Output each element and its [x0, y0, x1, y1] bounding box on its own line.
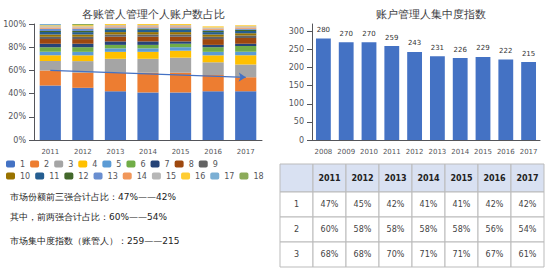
svg-text:17: 17 [224, 172, 234, 181]
svg-text:60%: 60% [8, 66, 26, 75]
svg-text:61%: 61% [519, 250, 537, 259]
svg-text:100%: 100% [3, 20, 26, 29]
svg-text:2014: 2014 [417, 174, 440, 183]
svg-text:54%: 54% [519, 225, 537, 234]
svg-text:12: 12 [78, 172, 88, 181]
svg-text:2013: 2013 [107, 148, 125, 156]
svg-text:56%: 56% [486, 225, 504, 234]
svg-text:2015: 2015 [450, 174, 473, 183]
svg-text:市场集中度指数（账管人）：259——215: 市场集中度指数（账管人）：259——215 [10, 236, 179, 246]
svg-text:16: 16 [195, 172, 205, 181]
svg-text:58%: 58% [453, 225, 471, 234]
svg-text:3: 3 [68, 160, 73, 169]
svg-text:150: 150 [289, 81, 304, 90]
svg-text:0%: 0% [13, 136, 26, 145]
svg-text:2016: 2016 [483, 174, 506, 183]
svg-text:账户管理人集中度指数: 账户管理人集中度指数 [376, 8, 486, 21]
svg-text:8: 8 [189, 160, 194, 169]
svg-text:2011: 2011 [41, 148, 59, 156]
svg-text:243: 243 [408, 39, 421, 47]
svg-text:2010: 2010 [360, 148, 378, 156]
svg-text:71%: 71% [420, 250, 438, 259]
svg-text:7: 7 [165, 160, 170, 169]
svg-text:2: 2 [294, 225, 299, 234]
svg-text:11: 11 [49, 172, 59, 181]
svg-text:270: 270 [340, 30, 353, 38]
svg-text:200: 200 [289, 63, 304, 72]
svg-text:226: 226 [454, 46, 468, 54]
svg-text:2012: 2012 [406, 148, 424, 156]
svg-text:2011: 2011 [318, 174, 341, 183]
svg-text:2015: 2015 [172, 148, 190, 156]
svg-text:222: 222 [499, 47, 512, 55]
svg-text:20%: 20% [8, 112, 26, 121]
svg-text:70%: 70% [387, 250, 405, 259]
svg-text:231: 231 [431, 44, 444, 52]
svg-text:45%: 45% [354, 200, 372, 209]
svg-text:1: 1 [294, 200, 299, 209]
svg-text:60%: 60% [321, 225, 339, 234]
svg-text:68%: 68% [321, 250, 339, 259]
svg-text:58%: 58% [354, 225, 372, 234]
svg-text:2012: 2012 [351, 174, 373, 183]
svg-text:42%: 42% [519, 200, 537, 209]
svg-text:2009: 2009 [337, 148, 355, 156]
svg-text:2017: 2017 [237, 148, 255, 156]
svg-text:280: 280 [317, 26, 330, 34]
svg-text:9: 9 [213, 160, 218, 169]
svg-text:2015: 2015 [474, 148, 492, 156]
svg-text:2016: 2016 [204, 148, 222, 156]
svg-text:2013: 2013 [428, 148, 446, 156]
svg-text:其中，前两强合计占比：60%——54%: 其中，前两强合计占比：60%——54% [10, 212, 167, 222]
svg-text:67%: 67% [486, 250, 504, 259]
svg-text:各账管人管理个人账户数占比: 各账管人管理个人账户数占比 [82, 8, 225, 21]
svg-text:2013: 2013 [384, 174, 406, 183]
svg-text:2012: 2012 [74, 148, 92, 156]
svg-text:259: 259 [385, 34, 398, 42]
svg-text:13: 13 [108, 172, 118, 181]
svg-text:58%: 58% [420, 225, 438, 234]
svg-text:市场份额前三强合计占比：47%——42%: 市场份额前三强合计占比：47%——42% [10, 192, 176, 202]
svg-text:215: 215 [522, 50, 535, 58]
svg-text:41%: 41% [453, 200, 471, 209]
svg-text:42%: 42% [387, 200, 405, 209]
svg-text:50: 50 [294, 117, 304, 126]
svg-text:2017: 2017 [516, 174, 538, 183]
svg-text:2014: 2014 [451, 148, 469, 156]
svg-text:40%: 40% [8, 89, 26, 98]
svg-text:58%: 58% [387, 225, 405, 234]
svg-text:2017: 2017 [520, 148, 538, 156]
svg-text:2008: 2008 [314, 148, 332, 156]
svg-text:100: 100 [289, 99, 304, 108]
svg-text:18: 18 [253, 172, 263, 181]
svg-text:2: 2 [44, 160, 49, 169]
svg-text:1: 1 [20, 160, 25, 169]
svg-text:2016: 2016 [497, 148, 515, 156]
svg-text:47%: 47% [321, 200, 339, 209]
svg-text:5: 5 [116, 160, 121, 169]
svg-text:41%: 41% [420, 200, 438, 209]
svg-text:250: 250 [289, 45, 304, 54]
svg-text:15: 15 [166, 172, 176, 181]
svg-text:14: 14 [137, 172, 147, 181]
svg-text:229: 229 [476, 44, 489, 52]
svg-text:4: 4 [92, 160, 97, 169]
svg-text:0: 0 [299, 136, 304, 145]
svg-text:80%: 80% [8, 43, 26, 52]
svg-text:10: 10 [20, 172, 30, 181]
svg-text:300: 300 [289, 27, 304, 36]
svg-text:2011: 2011 [383, 148, 401, 156]
svg-text:6: 6 [140, 160, 145, 169]
svg-text:2014: 2014 [139, 148, 157, 156]
svg-text:270: 270 [362, 30, 375, 38]
svg-text:42%: 42% [486, 200, 504, 209]
svg-text:68%: 68% [354, 250, 372, 259]
svg-text:3: 3 [294, 250, 299, 259]
svg-text:71%: 71% [453, 250, 471, 259]
